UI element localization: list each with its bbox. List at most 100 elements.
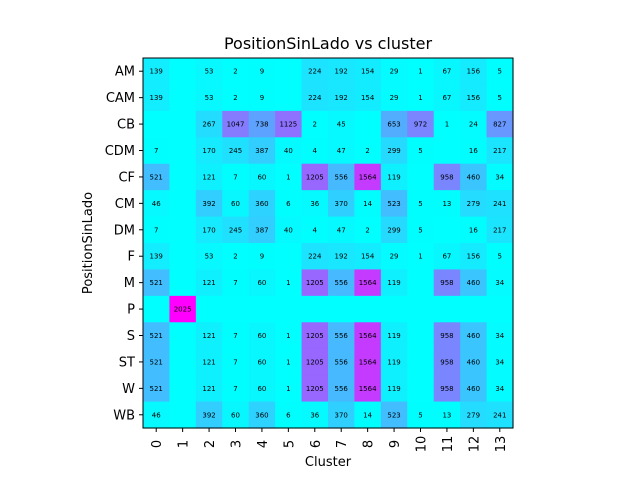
heatmap-cell xyxy=(143,163,171,191)
cell-value-label: 139 xyxy=(150,253,163,261)
heatmap-cell xyxy=(486,84,514,112)
heatmap-cell xyxy=(222,375,250,403)
y-tick-label: P xyxy=(127,303,135,318)
cell-value-label: 156 xyxy=(467,94,481,102)
heatmap-cell xyxy=(354,295,382,323)
cell-value-label: 154 xyxy=(361,68,375,76)
heatmap-cell xyxy=(407,401,435,429)
heatmap-cell xyxy=(433,269,461,297)
cell-value-label: 392 xyxy=(202,200,215,208)
heatmap-cell xyxy=(222,216,250,244)
cell-value-label: 119 xyxy=(387,279,400,287)
heatmap-cell xyxy=(486,375,514,403)
cell-value-label: 6 xyxy=(286,200,291,208)
heatmap-cell xyxy=(195,375,223,403)
cell-value-label: 121 xyxy=(202,173,215,181)
cell-value-label: 460 xyxy=(467,279,480,287)
cell-value-label: 4 xyxy=(313,226,318,234)
heatmap-cell xyxy=(169,322,197,350)
heatmap-cell xyxy=(143,137,171,165)
cell-value-label: 60 xyxy=(257,385,266,393)
cell-value-label: 1 xyxy=(418,68,422,76)
cell-value-label: 170 xyxy=(202,147,215,155)
cell-value-label: 460 xyxy=(467,385,480,393)
heatmap-cell xyxy=(301,137,329,165)
cell-value-label: 67 xyxy=(442,94,451,102)
cell-value-label: 156 xyxy=(467,253,481,261)
cell-value-label: 192 xyxy=(335,253,348,261)
cell-value-label: 36 xyxy=(310,411,319,419)
heatmap-cell xyxy=(222,401,250,429)
cell-value-label: 7 xyxy=(233,358,237,366)
heatmap-cell xyxy=(222,110,250,138)
heatmap-cell xyxy=(222,58,250,86)
heatmap-cell xyxy=(433,163,461,191)
cell-value-label: 53 xyxy=(205,68,214,76)
heatmap-cell xyxy=(433,348,461,376)
cell-value-label: 5 xyxy=(498,94,502,102)
heatmap-cell xyxy=(301,269,329,297)
heatmap-cell xyxy=(354,84,382,112)
heatmap-cell xyxy=(328,216,356,244)
chart-title: PositionSinLado vs cluster xyxy=(224,34,433,53)
cell-value-label: 1564 xyxy=(359,385,377,393)
heatmap-cells xyxy=(143,58,514,429)
cell-value-label: 556 xyxy=(335,173,349,181)
heatmap-cell xyxy=(275,295,303,323)
heatmap-cell xyxy=(143,375,171,403)
cell-value-label: 460 xyxy=(467,173,480,181)
cell-value-label: 279 xyxy=(467,411,480,419)
y-tick-label: WB xyxy=(113,408,135,423)
cell-value-label: 9 xyxy=(260,253,264,261)
heatmap-cell xyxy=(195,84,223,112)
cell-value-label: 156 xyxy=(467,68,481,76)
cell-value-label: 241 xyxy=(493,200,506,208)
cell-value-label: 53 xyxy=(205,253,214,261)
heatmap-cell xyxy=(248,216,276,244)
cell-value-label: 13 xyxy=(442,411,451,419)
heatmap-cell xyxy=(486,322,514,350)
heatmap-cell xyxy=(222,322,250,350)
heatmap-cell xyxy=(486,58,514,86)
heatmap-cell xyxy=(407,375,435,403)
cell-value-label: 370 xyxy=(335,200,348,208)
cell-value-label: 34 xyxy=(495,332,504,340)
heatmap-cell xyxy=(248,190,276,218)
heatmap-cell xyxy=(169,58,197,86)
cell-value-label: 192 xyxy=(335,68,348,76)
heatmap-cell xyxy=(380,110,408,138)
cell-value-label: 245 xyxy=(229,147,242,155)
cell-value-label: 119 xyxy=(387,332,400,340)
cell-value-label: 67 xyxy=(442,68,451,76)
heatmap-cell xyxy=(486,243,514,271)
heatmap-cell xyxy=(222,243,250,271)
cell-value-label: 1564 xyxy=(359,332,377,340)
heatmap-cell xyxy=(433,58,461,86)
cell-value-label: 14 xyxy=(363,411,372,419)
cell-value-label: 5 xyxy=(418,226,422,234)
cell-value-label: 119 xyxy=(387,173,400,181)
heatmap-cell xyxy=(275,375,303,403)
heatmap-cell xyxy=(354,216,382,244)
cell-value-label: 7 xyxy=(233,385,237,393)
heatmap-cell xyxy=(354,58,382,86)
cell-value-label: 2 xyxy=(313,121,317,129)
y-tick-label: F xyxy=(128,250,135,265)
cell-value-label: 360 xyxy=(255,200,268,208)
cell-value-label: 7 xyxy=(154,226,158,234)
cell-value-label: 556 xyxy=(335,279,349,287)
cell-value-label: 40 xyxy=(284,147,293,155)
heatmap-cell xyxy=(248,322,276,350)
cell-value-label: 1 xyxy=(286,173,290,181)
heatmap-cell xyxy=(407,58,435,86)
cell-value-label: 7 xyxy=(233,332,237,340)
cell-value-label: 958 xyxy=(440,279,453,287)
cell-value-label: 192 xyxy=(335,94,348,102)
cell-value-label: 1125 xyxy=(279,121,297,129)
plot-frame xyxy=(142,57,514,429)
heatmap-cell xyxy=(301,216,329,244)
heatmap-cell xyxy=(169,243,197,271)
cell-value-label: 1047 xyxy=(227,121,245,129)
cell-value-label: 1564 xyxy=(359,279,377,287)
heatmap-cell xyxy=(354,163,382,191)
